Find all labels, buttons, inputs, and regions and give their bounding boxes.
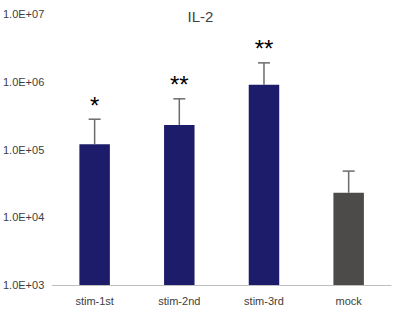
svg-text:1.0E+07: 1.0E+07 — [3, 8, 44, 20]
svg-text:**: ** — [255, 35, 274, 62]
svg-text:1.0E+03: 1.0E+03 — [3, 279, 44, 291]
svg-text:**: ** — [170, 71, 189, 98]
svg-text:stim-1st: stim-1st — [75, 295, 114, 307]
svg-text:1.0E+06: 1.0E+06 — [3, 76, 44, 88]
svg-text:stim-2nd: stim-2nd — [158, 295, 200, 307]
svg-text:1.0E+05: 1.0E+05 — [3, 144, 44, 156]
svg-text:*: * — [90, 92, 99, 119]
svg-text:mock: mock — [336, 295, 363, 307]
svg-text:1.0E+04: 1.0E+04 — [3, 211, 44, 223]
svg-text:IL-2: IL-2 — [188, 8, 214, 25]
svg-text:stim-3rd: stim-3rd — [244, 295, 284, 307]
